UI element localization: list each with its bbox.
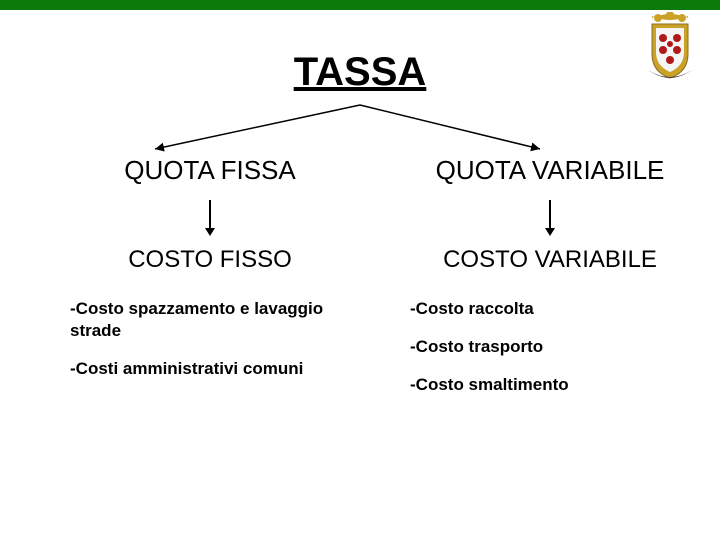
right-items: -Costo raccolta -Costo trasporto -Costo …	[400, 298, 700, 396]
right-column: QUOTA VARIABILE COSTO VARIABILE -Costo r…	[400, 155, 700, 412]
crest-logo	[640, 12, 700, 82]
left-items: -Costo spazzamento e lavaggio strade -Co…	[60, 298, 360, 380]
left-column: QUOTA FISSA COSTO FISSO -Costo spazzamen…	[60, 155, 360, 396]
arrow-down-icon	[543, 198, 557, 238]
right-heading: QUOTA VARIABILE	[400, 155, 700, 186]
page-title: TASSA	[0, 50, 720, 95]
top-bar	[0, 0, 720, 10]
left-heading: QUOTA FISSA	[60, 155, 360, 186]
list-item: -Costo raccolta	[410, 298, 700, 320]
arrow-down-icon	[203, 198, 217, 238]
diagram-area: QUOTA FISSA COSTO FISSO -Costo spazzamen…	[0, 95, 720, 535]
list-item: -Costi amministrativi comuni	[70, 358, 360, 380]
list-item: -Costo smaltimento	[410, 374, 700, 396]
left-subheading: COSTO FISSO	[60, 246, 360, 274]
list-item: -Costo trasporto	[410, 336, 700, 358]
list-item: -Costo spazzamento e lavaggio strade	[70, 298, 360, 342]
right-subheading: COSTO VARIABILE	[400, 246, 700, 274]
